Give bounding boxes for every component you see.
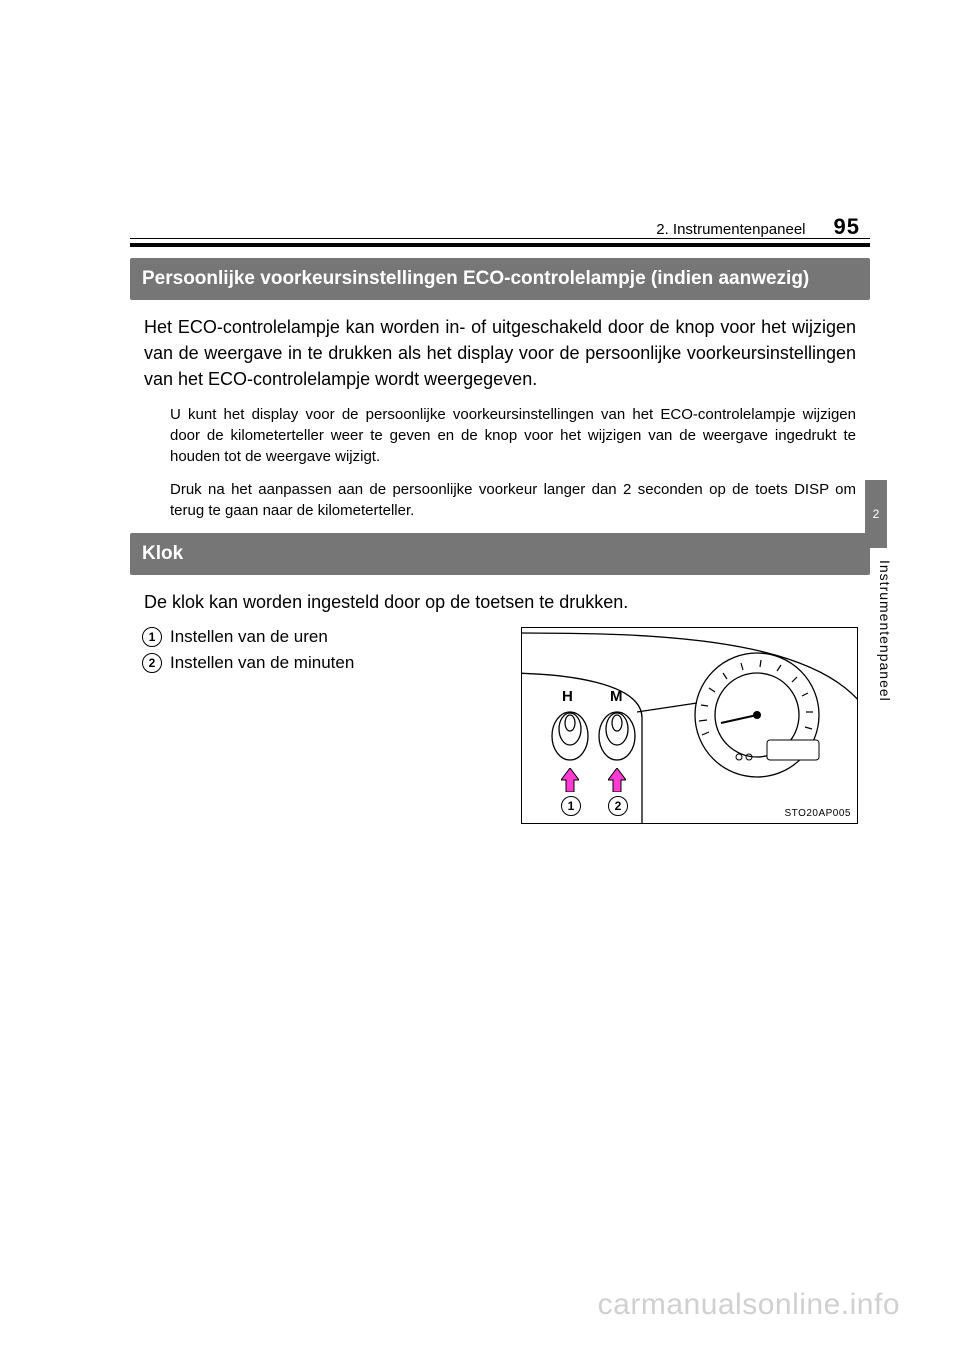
arrow-up-icon bbox=[608, 768, 626, 797]
section-bar-klok: Klok bbox=[130, 533, 870, 575]
figure-num-circle-icon: 1 bbox=[561, 796, 581, 816]
page-number: 95 bbox=[834, 214, 860, 240]
figure-id: STO20AP005 bbox=[784, 808, 851, 819]
eco-sub2: Druk na het aanpassen aan de persoonlijk… bbox=[170, 479, 856, 521]
num-circle-icon: 1 bbox=[142, 627, 162, 647]
figure-num-circle-icon: 2 bbox=[608, 796, 628, 816]
side-tab-label: Instrumentenpaneel bbox=[877, 560, 893, 702]
figure-button-letter: H bbox=[562, 688, 573, 705]
list-item: 1 Instellen van de uren bbox=[142, 627, 503, 647]
side-tab-number: 2 bbox=[873, 507, 880, 521]
watermark: carmanualsonline.info bbox=[598, 1288, 900, 1322]
chapter-label: 2. Instrumentenpaneel bbox=[656, 221, 805, 238]
header-rule-thick bbox=[130, 243, 870, 247]
list-item-label: Instellen van de uren bbox=[170, 627, 328, 647]
klok-body: De klok kan worden ingesteld door op de … bbox=[144, 589, 856, 615]
eco-body: Het ECO-controlelampje kan worden in- of… bbox=[144, 314, 856, 392]
section-bar-eco: Persoonlijke voorkeursinstellingen ECO-c… bbox=[130, 258, 870, 300]
figure-button-letter: M bbox=[610, 688, 623, 705]
arrow-up-icon bbox=[561, 768, 579, 797]
klok-figure: H M 1 2 STO20AP005 bbox=[521, 627, 858, 824]
list-item-label: Instellen van de minuten bbox=[170, 653, 354, 673]
eco-sub1: U kunt het display voor de persoonlijke … bbox=[170, 404, 856, 467]
num-circle-icon: 2 bbox=[142, 653, 162, 673]
list-item: 2 Instellen van de minuten bbox=[142, 653, 503, 673]
header-rule-thin bbox=[130, 238, 870, 239]
